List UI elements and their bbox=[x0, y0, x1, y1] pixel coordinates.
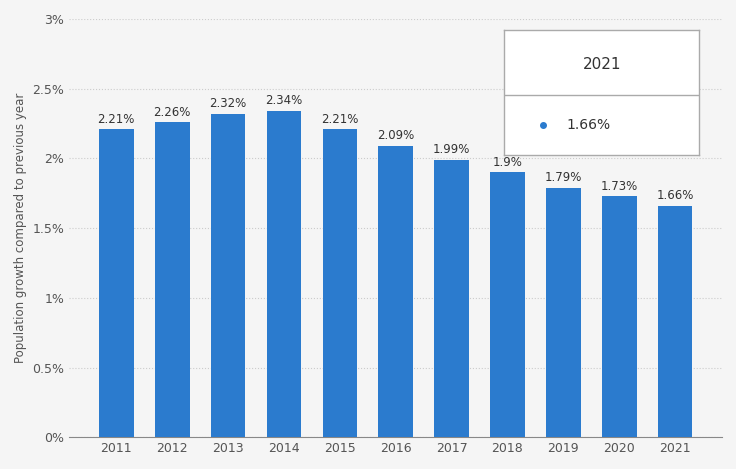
Bar bbox=[490, 172, 525, 437]
Bar bbox=[266, 111, 301, 437]
Text: 2.21%: 2.21% bbox=[98, 113, 135, 126]
Bar bbox=[546, 188, 581, 437]
Bar bbox=[434, 160, 469, 437]
Text: 2.32%: 2.32% bbox=[210, 97, 247, 110]
Text: 1.66%: 1.66% bbox=[567, 118, 611, 132]
Bar bbox=[322, 129, 357, 437]
Text: 2021: 2021 bbox=[582, 57, 621, 72]
Bar bbox=[99, 129, 134, 437]
Text: 1.9%: 1.9% bbox=[492, 156, 523, 169]
Text: 1.73%: 1.73% bbox=[601, 180, 638, 192]
Text: 1.99%: 1.99% bbox=[433, 143, 470, 156]
Bar bbox=[155, 122, 189, 437]
Y-axis label: Population growth compared to previous year: Population growth compared to previous y… bbox=[14, 93, 27, 363]
Text: 1.66%: 1.66% bbox=[657, 189, 694, 202]
Bar bbox=[658, 206, 693, 437]
Bar bbox=[210, 113, 245, 437]
Text: 2.21%: 2.21% bbox=[321, 113, 358, 126]
Text: 1.79%: 1.79% bbox=[545, 171, 582, 184]
Text: 2.26%: 2.26% bbox=[154, 106, 191, 119]
Text: 2.09%: 2.09% bbox=[377, 129, 414, 142]
Bar bbox=[602, 196, 637, 437]
Bar bbox=[378, 146, 413, 437]
Text: 2.34%: 2.34% bbox=[265, 94, 302, 107]
